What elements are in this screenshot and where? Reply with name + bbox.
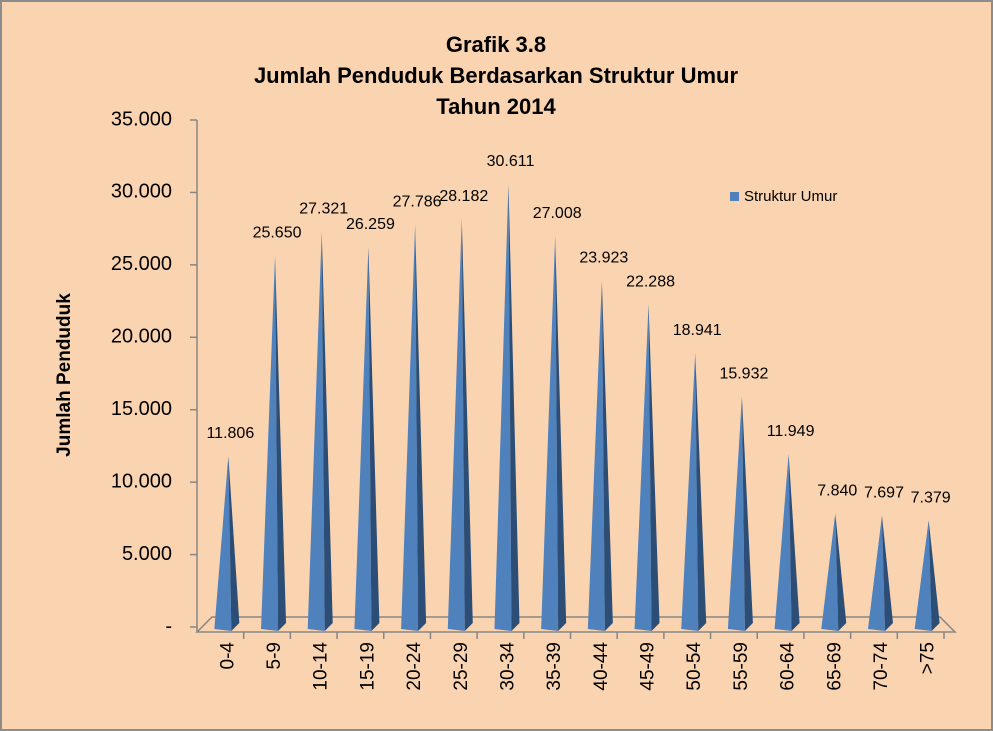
- x-tick-label: 20-24: [404, 642, 425, 691]
- y-tick-label: 15.000: [111, 398, 172, 420]
- data-label: 22.288: [626, 273, 675, 290]
- data-label: 7.379: [911, 489, 951, 506]
- pyramid-bar: [447, 218, 473, 631]
- chart-title: Grafik 3.8: [446, 32, 546, 57]
- pyramid-bar: [681, 352, 707, 631]
- pyramid-face-right: [601, 280, 613, 631]
- chart-title: Jumlah Penduduk Berdasarkan Struktur Umu…: [254, 63, 739, 88]
- x-tick-label: >75: [918, 642, 939, 674]
- pyramid-face-left: [494, 183, 512, 631]
- pyramid-face-left: [307, 231, 325, 632]
- legend-label: Struktur Umur: [744, 188, 837, 205]
- pyramid-face-right: [695, 352, 707, 631]
- pyramid-bar: [541, 235, 567, 631]
- data-label: 11.806: [206, 425, 254, 442]
- data-label: 27.008: [533, 205, 582, 222]
- pyramid-face-right: [368, 246, 380, 631]
- x-tick-label: 55-59: [731, 642, 752, 691]
- data-label: 27.321: [299, 200, 348, 217]
- pyramid-face-left: [214, 455, 232, 631]
- x-tick-label: 70-74: [871, 642, 892, 691]
- pyramid-bar: [587, 280, 613, 631]
- legend-swatch: [730, 192, 739, 201]
- floor: [195, 616, 957, 633]
- data-label: 27.786: [393, 194, 442, 211]
- pyramid-face-left: [774, 453, 792, 631]
- data-label: 11.949: [767, 423, 815, 440]
- x-tick-label: 40-44: [591, 642, 612, 691]
- pyramid-face-left: [634, 304, 652, 631]
- x-tick-label: 25-29: [451, 642, 472, 691]
- pyramid-face-left: [447, 218, 465, 631]
- pyramid-face-left: [261, 255, 279, 632]
- y-axis-label: Jumlah Penduduk: [54, 293, 75, 457]
- x-tick-label: 30-34: [497, 642, 518, 691]
- data-label: 7.697: [864, 485, 904, 502]
- x-tick-label: 45-49: [638, 642, 659, 691]
- pyramid-face-right: [835, 513, 847, 631]
- pyramid-face-left: [821, 513, 839, 631]
- chart-title: Tahun 2014: [436, 94, 556, 119]
- x-tick-label: 50-54: [684, 642, 705, 691]
- pyramid-bar: [307, 231, 333, 632]
- pyramid-bar: [914, 520, 940, 631]
- pyramid-face-left: [354, 246, 372, 631]
- pyramid-face-right: [741, 396, 753, 631]
- data-label: 28.182: [439, 188, 488, 205]
- y-tick-label: 30.000: [111, 181, 172, 203]
- pyramid-bar: [867, 515, 893, 631]
- x-tick-label: 65-69: [824, 642, 845, 691]
- y-tick-label: 20.000: [111, 326, 172, 348]
- x-tick-label: 5-9: [264, 642, 285, 669]
- pyramid-bar: [401, 224, 427, 631]
- pyramid-face-right: [555, 235, 567, 631]
- data-label: 15.932: [719, 365, 768, 382]
- pyramid-face-left: [681, 352, 699, 631]
- data-label: 26.259: [346, 216, 395, 233]
- pyramid-bar: [354, 246, 380, 631]
- pyramid-bar: [634, 304, 660, 631]
- pyramid-bar: [774, 453, 800, 631]
- pyramid-face-right: [508, 183, 520, 631]
- data-label: 25.650: [253, 225, 302, 242]
- pyramid-face-right: [415, 224, 427, 631]
- pyramid-face-left: [727, 396, 745, 631]
- pyramid-face-right: [648, 304, 660, 631]
- pyramid-face-left: [914, 520, 932, 631]
- pyramid-bar: [214, 455, 240, 631]
- data-label: 7.840: [817, 483, 857, 500]
- pyramid-bar: [821, 513, 847, 631]
- x-tick-label: 10-14: [311, 642, 332, 691]
- x-tick-label: 35-39: [544, 642, 565, 691]
- data-label: 23.923: [579, 250, 628, 267]
- pyramid-face-right: [228, 455, 240, 631]
- y-tick-label: 35.000: [111, 108, 172, 130]
- y-tick-label: 25.000: [111, 253, 172, 275]
- pyramid-face-left: [541, 235, 559, 631]
- pyramid-face-right: [788, 453, 800, 631]
- pyramid-face-right: [881, 515, 893, 631]
- pyramid-face-left: [401, 224, 419, 631]
- pyramid-face-right: [461, 218, 473, 631]
- y-tick-label: 5.000: [122, 543, 172, 565]
- pyramid-face-left: [587, 280, 605, 631]
- data-label: 18.941: [673, 322, 722, 339]
- y-tick-label: 10.000: [111, 470, 172, 492]
- x-tick-label: 60-64: [778, 642, 799, 691]
- x-tick-label: 0-4: [217, 642, 238, 670]
- pyramid-face-right: [321, 231, 333, 632]
- pyramid-bar: [727, 396, 753, 631]
- y-tick-label: -: [165, 615, 172, 637]
- pyramid-bar: [494, 183, 520, 631]
- pyramid-bar: [261, 255, 287, 632]
- x-tick-label: 15-19: [357, 642, 378, 691]
- data-label: 30.611: [487, 153, 535, 170]
- pyramid-face-right: [928, 520, 940, 631]
- pyramid-face-left: [867, 515, 885, 631]
- pyramid-face-right: [275, 255, 287, 632]
